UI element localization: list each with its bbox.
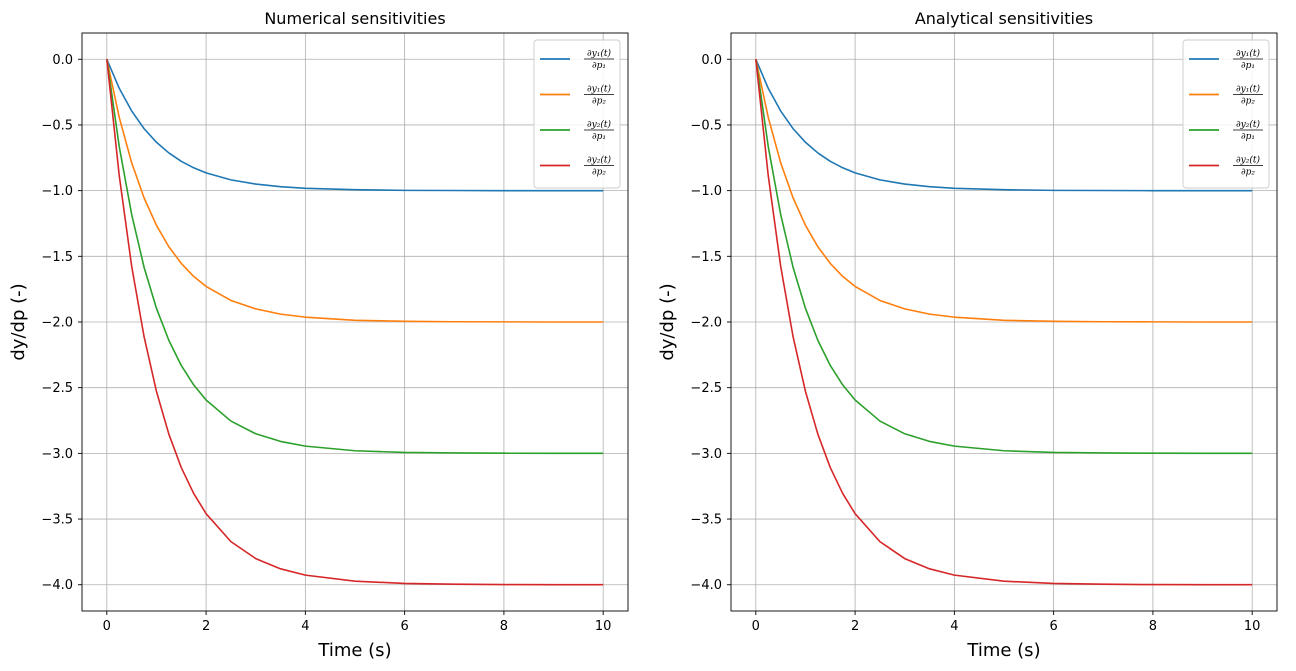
y-tick-label: −2.5 (41, 381, 73, 396)
legend-label-denominator: ∂p₁ (1241, 61, 1255, 71)
x-tick-label: 10 (1244, 619, 1261, 634)
legend-label-denominator: ∂p₁ (592, 132, 606, 142)
legend-label-denominator: ∂p₁ (1241, 132, 1255, 142)
series-line-1 (106, 58, 604, 192)
y-tick-label: 0.0 (701, 53, 722, 68)
y-tick-label: −3.5 (41, 513, 73, 528)
legend: ∂y₁(t) ∂p₁ ∂y₁(t) ∂p₂ ∂y₂(t) ∂p₁ ∂y₂(t) ∂p₂ (533, 39, 621, 189)
legend-item-2: ∂y₁(t) ∂p₂ (540, 84, 614, 107)
series-line-2 (755, 59, 1253, 323)
y-axis-label: dy/dp (-) (8, 283, 29, 360)
x-tick-label: 8 (500, 619, 508, 634)
x-tick-label: 10 (595, 619, 612, 634)
x-tick-label: 6 (1049, 619, 1057, 634)
x-ticks: 0 2 4 6 8 10 (752, 611, 1261, 634)
legend-label-denominator: ∂p₂ (1241, 168, 1255, 178)
x-axis-label: Time (s) (966, 640, 1040, 661)
legend-label-numerator: ∂y₁(t) (1236, 48, 1260, 59)
series-line-4 (755, 59, 1253, 586)
legend-item-2: ∂y₁(t) ∂p₂ (1189, 84, 1263, 107)
x-tick-label: 6 (400, 619, 408, 634)
legend-frame (533, 39, 621, 189)
chart-title: Numerical sensitivities (264, 9, 445, 28)
legend-item-3: ∂y₂(t) ∂p₁ (540, 119, 614, 142)
y-tick-label: −4.0 (690, 578, 722, 593)
x-tick-label: 2 (202, 619, 210, 634)
legend-item-4: ∂y₂(t) ∂p₂ (1189, 155, 1263, 178)
y-axis-label: dy/dp (-) (657, 283, 678, 360)
y-tick-label: −4.0 (41, 578, 73, 593)
y-tick-label: −1.0 (690, 184, 722, 199)
chart-title: Analytical sensitivities (915, 9, 1093, 28)
legend-label-denominator: ∂p₂ (592, 168, 606, 178)
legend-label-numerator: ∂y₁(t) (587, 48, 611, 59)
x-tick-label: 0 (103, 619, 111, 634)
y-tick-label: −2.5 (690, 381, 722, 396)
x-tick-label: 0 (752, 619, 760, 634)
x-tick-label: 2 (851, 619, 859, 634)
y-tick-label: −3.0 (690, 447, 722, 462)
legend-label-numerator: ∂y₂(t) (587, 119, 611, 130)
y-tick-label: −1.5 (690, 250, 722, 265)
y-tick-label: −2.0 (41, 316, 73, 331)
legend-label-numerator: ∂y₂(t) (1236, 155, 1260, 166)
legend-label-numerator: ∂y₁(t) (587, 84, 611, 95)
legend-label-denominator: ∂p₁ (592, 61, 606, 71)
y-tick-label: 0.0 (52, 53, 73, 68)
x-axis-label: Time (s) (317, 640, 391, 661)
chart-panel-1: 0 2 4 6 8 10 0.0 −0.5 −1.0 −1.5 −2.0 −2.5 −3.0 −3.5 −4… (8, 9, 629, 661)
series-line-3 (106, 59, 604, 455)
legend: ∂y₁(t) ∂p₁ ∂y₁(t) ∂p₂ ∂y₂(t) ∂p₁ ∂y₂(t) ∂p₂ (1182, 39, 1270, 189)
legend-item-1: ∂y₁(t) ∂p₁ (1189, 48, 1263, 71)
y-ticks: 0.0 −0.5 −1.0 −1.5 −2.0 −2.5 −3.0 −3.5 −4.0 (41, 53, 82, 593)
y-tick-label: −3.0 (41, 447, 73, 462)
legend-label-numerator: ∂y₂(t) (587, 155, 611, 166)
series-line-1 (755, 58, 1253, 192)
y-tick-label: −1.5 (41, 250, 73, 265)
legend-frame (1182, 39, 1270, 189)
x-tick-label: 4 (301, 619, 309, 634)
y-tick-label: −0.5 (690, 118, 722, 133)
legend-label-denominator: ∂p₂ (592, 97, 606, 107)
series-line-4 (106, 59, 604, 586)
chart-panel-2: 0 2 4 6 8 10 0.0 −0.5 −1.0 −1.5 −2.0 −2.5 −3.0 −3.5 −4… (657, 9, 1278, 661)
series-lines (106, 58, 604, 586)
y-tick-label: −2.0 (690, 316, 722, 331)
legend-label-numerator: ∂y₂(t) (1236, 119, 1260, 130)
x-tick-label: 8 (1149, 619, 1157, 634)
y-tick-label: −1.0 (41, 184, 73, 199)
x-ticks: 0 2 4 6 8 10 (103, 611, 612, 634)
legend-item-4: ∂y₂(t) ∂p₂ (540, 155, 614, 178)
x-tick-label: 4 (950, 619, 958, 634)
series-line-3 (755, 59, 1253, 455)
y-ticks: 0.0 −0.5 −1.0 −1.5 −2.0 −2.5 −3.0 −3.5 −4.0 (690, 53, 731, 593)
legend-item-1: ∂y₁(t) ∂p₁ (540, 48, 614, 71)
legend-label-numerator: ∂y₁(t) (1236, 84, 1260, 95)
series-line-2 (106, 59, 604, 323)
y-tick-label: −0.5 (41, 118, 73, 133)
series-lines (755, 58, 1253, 586)
legend-item-3: ∂y₂(t) ∂p₁ (1189, 119, 1263, 142)
y-tick-label: −3.5 (690, 513, 722, 528)
legend-label-denominator: ∂p₂ (1241, 97, 1255, 107)
